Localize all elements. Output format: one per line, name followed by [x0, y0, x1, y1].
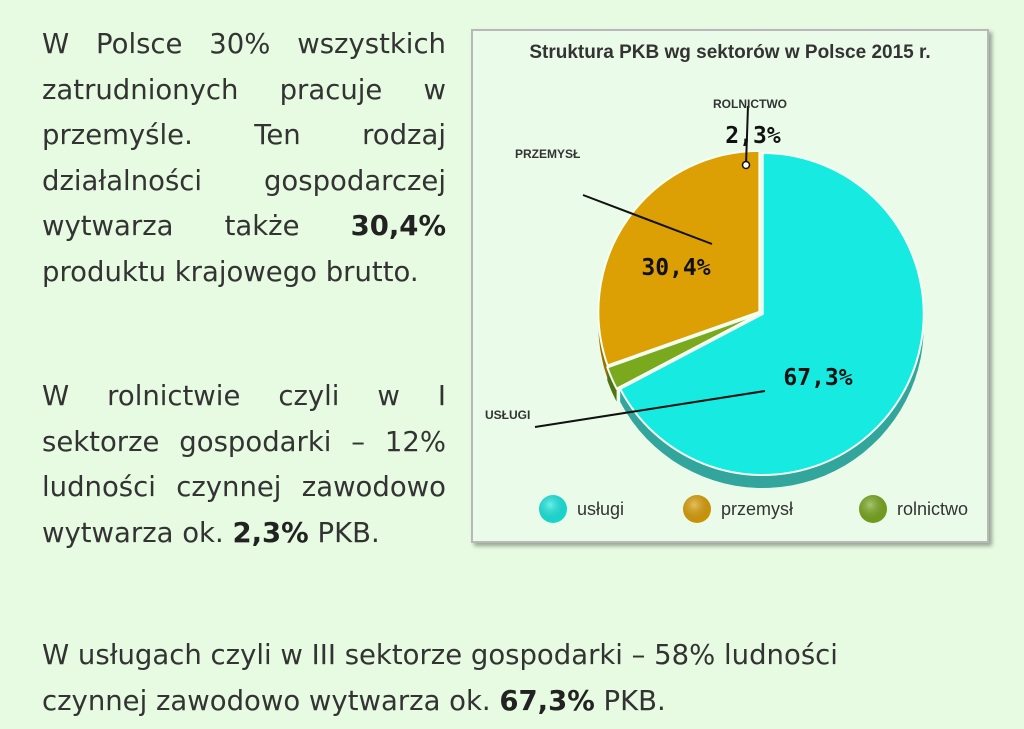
chart-panel: Struktura PKB wg sektorów w Polsce 2015 …	[471, 29, 989, 543]
pie-slice-przemysl	[597, 149, 761, 367]
data-label-rolnictwo: 2,3%	[725, 123, 781, 149]
legend-marker-shade-rolnictwo	[859, 495, 887, 523]
paragraph-industry: W Polsce 30% wszystkich zatrudnionych pr…	[42, 22, 446, 295]
legend-marker-shade-przemysl	[683, 495, 711, 523]
pie-top-group	[597, 149, 925, 477]
agriculture-gdp-share: 2,3%	[232, 516, 309, 549]
callout-label-uslugi: USŁUGI	[485, 408, 530, 422]
leader-line-rolnictwo	[745, 105, 749, 166]
services-gdp-share: 67,3%	[499, 684, 595, 717]
callout-label-rolnictwo: ROLNICTWO	[713, 97, 787, 111]
data-label-przemysl: 30,4%	[641, 255, 710, 281]
pie-callout-group: USŁUGI 67,3% ROLNICTWO 2,3% PRZEMYSŁ 30,4%	[485, 97, 853, 428]
paragraph-industry-text: W Polsce 30% wszystkich zatrudnionych pr…	[42, 28, 446, 242]
data-label-uslugi: 67,3%	[783, 365, 852, 391]
paragraph-industry-tail: produktu krajowego brutto.	[42, 255, 419, 288]
paragraph-services-tail: PKB.	[594, 684, 666, 717]
paragraph-services: W usługach czyli w III sektorze gospodar…	[42, 633, 942, 724]
legend-label-przemysl: przemysł	[721, 499, 793, 519]
legend: usługi przemysł rolnictwo	[539, 495, 968, 523]
callout-label-przemysl: PRZEMYSŁ	[515, 147, 580, 161]
leader-dot-rolnictwo	[741, 160, 751, 170]
paragraph-agriculture-text: W rolnictwie czyli w I sektorze gospodar…	[42, 380, 446, 549]
pie-slice-uslugi	[618, 152, 925, 477]
leader-line-przemysl	[582, 194, 713, 245]
legend-label-rolnictwo: rolnictwo	[897, 499, 968, 519]
paragraph-agriculture: W rolnictwie czyli w I sektorze gospodar…	[42, 374, 446, 556]
pie-slice-rolnictwo	[606, 312, 760, 391]
leader-line-uslugi	[534, 390, 766, 428]
industry-gdp-share: 30,4%	[350, 210, 446, 242]
paragraph-services-text: W usługach czyli w III sektorze gospodar…	[42, 639, 838, 717]
chart-title: Struktura PKB wg sektorów w Polsce 2015 …	[529, 42, 930, 63]
legend-marker-shade-uslugi	[539, 495, 567, 523]
pie-chart: Struktura PKB wg sektorów w Polsce 2015 …	[485, 42, 968, 523]
paragraph-agriculture-tail: PKB.	[308, 516, 380, 549]
legend-label-uslugi: usługi	[577, 499, 624, 519]
